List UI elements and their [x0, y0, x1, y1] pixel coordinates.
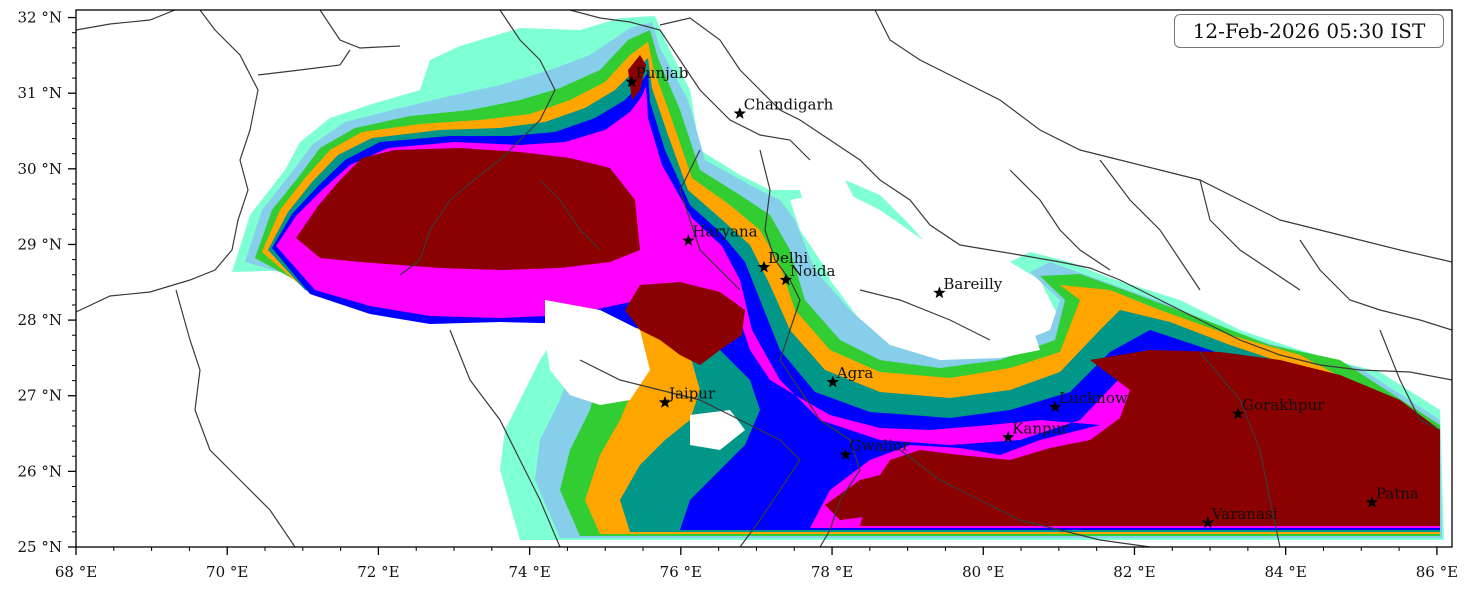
city-marker-lucknow: [1048, 400, 1062, 413]
x-axis-ticks: 68 °E 70 °E 72 °E 74 °E 76 °E 78 °E 80 °E 82 °E…: [55, 547, 1458, 581]
fog-level-8-west: [296, 148, 640, 270]
city-marker-chandigarh: [733, 107, 746, 119]
y-tick-label: 32 °N: [18, 9, 62, 27]
city-label-bareilly: Bareilly: [943, 275, 1002, 293]
x-tick-label: 72 °E: [357, 563, 399, 581]
y-tick-label: 29 °N: [18, 235, 62, 253]
city-marker-punjab: [625, 75, 638, 88]
clear-patch-2: [545, 300, 650, 405]
y-tick-label: 26 °N: [18, 462, 62, 480]
y-tick-label: 28 °N: [18, 311, 62, 329]
city-label-punjab: Punjab: [636, 64, 689, 82]
x-tick-label: 68 °E: [55, 563, 97, 581]
boundaries: [76, 10, 1452, 547]
city-marker-noida: [779, 273, 793, 286]
x-tick-label: 76 °E: [660, 563, 702, 581]
city-marker-kanpur: [1002, 430, 1015, 443]
city-label-jaipur: Jaipur: [667, 385, 716, 403]
fog-layers: [232, 16, 1444, 540]
x-tick-label: 82 °E: [1113, 563, 1155, 581]
x-tick-label: 70 °E: [206, 563, 248, 581]
city-label-haryana: Haryana: [692, 223, 757, 241]
city-label-chandigarh: Chandigarh: [744, 96, 834, 114]
map-frame: [75, 9, 1453, 548]
timestamp-box: 12-Feb-2026 05:30 IST: [1174, 14, 1444, 48]
y-tick-label: 25 °N: [18, 538, 62, 556]
city-label-gwalior: Gwalior: [850, 437, 910, 455]
y-axis-ticks: 25 °N 26 °N 27 °N 28 °N 29 °N 30 °N 31 °N 32 °N: [18, 9, 76, 556]
fog-level-8-punjab: [628, 55, 646, 100]
city-marker-gwalior: [839, 448, 852, 460]
city-label-noida: Noida: [790, 262, 836, 280]
city-label-kanpur: Kanpur: [1012, 419, 1069, 437]
city-label-lucknow: Lucknow: [1059, 389, 1128, 407]
x-tick-label: 80 °E: [962, 563, 1004, 581]
city-marker-bareilly: [933, 286, 946, 299]
x-tick-label: 74 °E: [508, 563, 550, 581]
clear-patch-3: [690, 410, 745, 450]
fog-level-8-south: [825, 470, 930, 520]
city-marker-delhi: [757, 260, 771, 273]
city-marker-jaipur: [658, 396, 672, 408]
x-tick-label: 86 °E: [1416, 563, 1458, 581]
city-marker-patna: [1365, 495, 1378, 508]
city-marker-haryana: [682, 234, 695, 246]
fog-level-8-east: [860, 350, 1440, 526]
x-tick-label: 78 °E: [811, 563, 853, 581]
clear-patch-1: [790, 190, 1040, 360]
city-label-delhi: Delhi: [768, 249, 808, 267]
city-marker-varanasi: [1201, 516, 1214, 529]
city-label-agra: Agra: [836, 364, 874, 382]
city-marker-gorakhpur: [1231, 407, 1245, 420]
city-label-gorakhpur: Gorakhpur: [1242, 396, 1325, 414]
fog-level-8-mid: [625, 282, 745, 365]
y-tick-label: 30 °N: [18, 160, 62, 178]
city-label-patna: Patna: [1376, 484, 1419, 502]
timestamp-label: 12-Feb-2026 05:30 IST: [1192, 19, 1426, 43]
y-tick-label: 31 °N: [18, 84, 62, 102]
x-tick-label: 84 °E: [1265, 563, 1307, 581]
y-tick-label: 27 °N: [18, 387, 62, 405]
city-label-varanasi: Varanasi: [1211, 505, 1278, 523]
city-marker-agra: [826, 375, 839, 388]
